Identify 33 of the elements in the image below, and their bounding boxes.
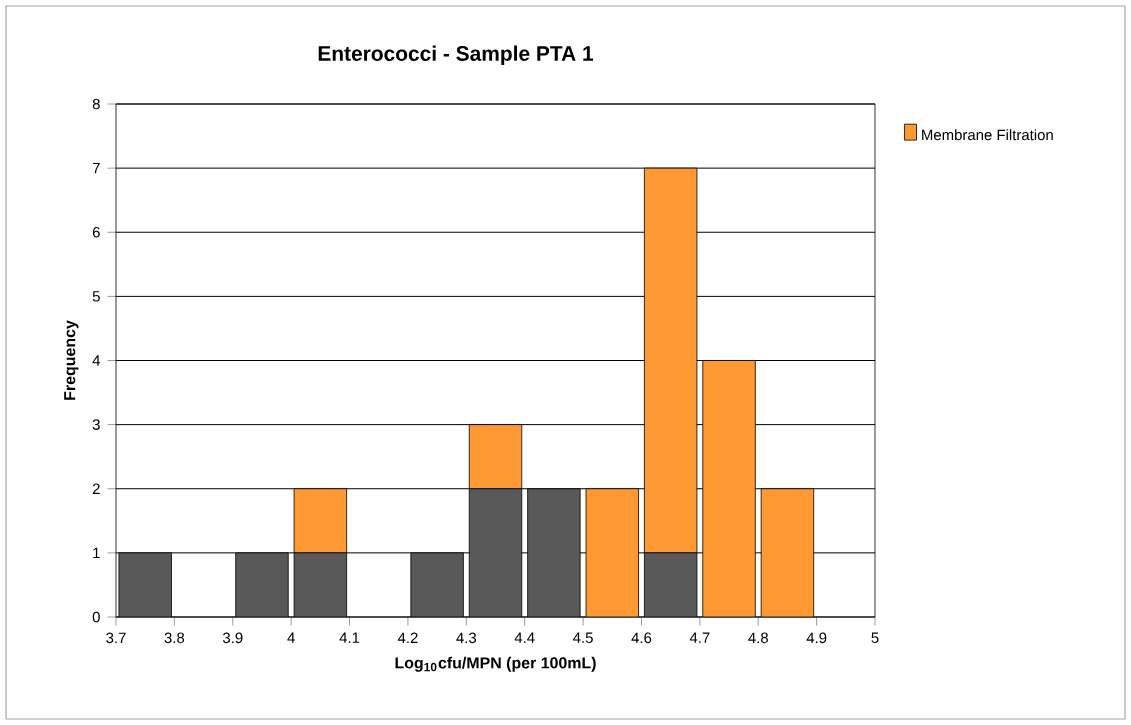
y-tick-label: 8 (92, 98, 100, 110)
legend-label: Membrane Filtration (922, 129, 1053, 141)
x-axis-title: Log$_{10}$cfu/MPN (per 100mL) (395, 656, 596, 672)
bar (585, 488, 639, 617)
y-tick-label: 4 (92, 355, 101, 366)
bar (702, 360, 756, 617)
x-tick-label: 4.5 (573, 632, 593, 643)
y-axis-title: Frequency (64, 320, 79, 400)
y-tick-label: 1 (93, 547, 100, 559)
x-tick-label: 5 (871, 632, 879, 643)
x-tick-label: 3.8 (164, 632, 185, 644)
x-tick-label: 4.7 (689, 632, 710, 643)
y-tick-label: 7 (92, 162, 100, 174)
y-tick-label: 3 (92, 419, 100, 430)
x-tick-label: 4.3 (456, 632, 477, 644)
x-tick-label: 4.6 (631, 632, 652, 644)
bar (468, 424, 523, 490)
x-tick-label: 4.9 (806, 632, 827, 644)
y-tick-label: 2 (92, 483, 100, 494)
x-tick-label: 4.2 (397, 632, 418, 643)
chart-title: Enterococci - Sample PTA 1 (318, 45, 594, 66)
bar (293, 488, 348, 554)
x-tick-label: 4.1 (339, 632, 360, 643)
x-tick-label: 3.9 (222, 632, 243, 644)
bar (643, 167, 698, 554)
bar (760, 488, 815, 617)
x-tick-label: 4.8 (748, 632, 768, 644)
y-tick-label: 6 (92, 226, 100, 238)
x-tick-label: 4.4 (514, 632, 535, 643)
x-tick-label: 4 (287, 632, 295, 643)
y-tick-label: 5 (92, 291, 100, 302)
x-tick-label: 3.7 (106, 632, 126, 644)
y-tick-label: 0 (92, 611, 100, 623)
